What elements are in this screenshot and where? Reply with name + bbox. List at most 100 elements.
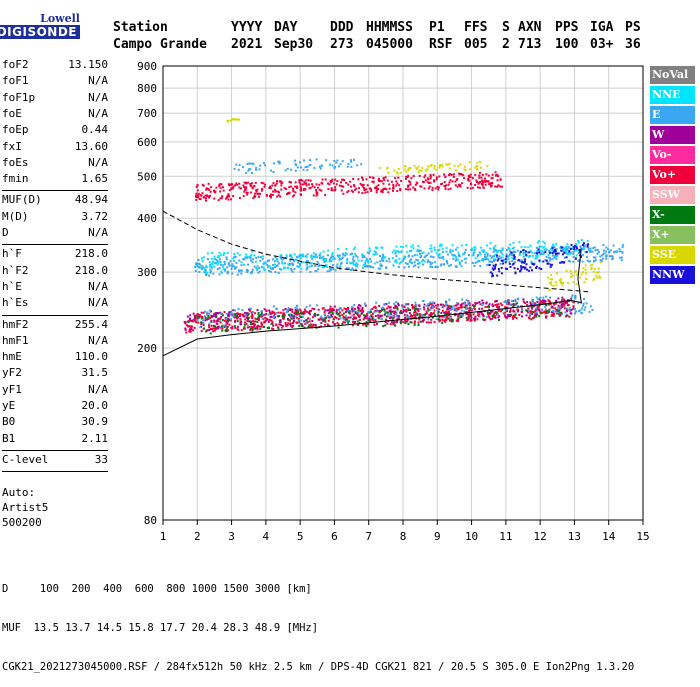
echo-point	[414, 316, 417, 319]
echo-point	[492, 250, 495, 253]
echo-point	[455, 258, 458, 261]
echo-point	[278, 180, 281, 183]
echo-point	[489, 182, 492, 185]
echo-point	[287, 322, 290, 325]
echo-point	[219, 186, 222, 189]
echo-point	[621, 246, 624, 249]
echo-point	[425, 304, 428, 307]
echo-point	[569, 260, 572, 263]
echo-point	[494, 263, 497, 266]
echo-point	[350, 189, 353, 192]
echo-point	[454, 184, 457, 187]
echo-point	[449, 167, 452, 170]
echo-point	[213, 319, 216, 322]
echo-point	[378, 314, 381, 317]
echo-point	[536, 306, 539, 309]
echo-point	[467, 302, 470, 305]
echo-point	[452, 257, 455, 260]
echo-point	[333, 167, 336, 170]
echo-point	[491, 272, 494, 275]
echo-point	[469, 306, 472, 309]
echo-point	[438, 253, 441, 256]
header-label-p1: P1	[429, 20, 445, 35]
echo-point	[405, 170, 408, 173]
echo-point	[531, 263, 534, 266]
echo-point	[522, 255, 525, 258]
echo-point	[422, 299, 425, 302]
echo-point	[528, 314, 531, 317]
echo-point	[293, 159, 296, 162]
echo-point	[450, 318, 453, 321]
echo-point	[344, 254, 347, 257]
echo-point	[498, 249, 501, 252]
echo-point	[389, 311, 392, 314]
echo-point	[486, 258, 489, 261]
echo-point	[438, 175, 441, 178]
echo-point	[375, 301, 378, 304]
echo-point	[444, 175, 447, 178]
echo-point	[334, 178, 337, 181]
echo-point	[508, 247, 511, 250]
echo-point	[449, 250, 452, 253]
echo-point	[445, 184, 448, 187]
echo-point	[310, 254, 313, 257]
echo-point	[369, 258, 372, 261]
echo-point	[249, 327, 252, 330]
echo-point	[527, 305, 530, 308]
echo-point	[366, 251, 369, 254]
echo-point	[336, 263, 339, 266]
echo-point	[469, 314, 472, 317]
echo-point	[464, 168, 467, 171]
echo-point	[413, 321, 416, 324]
echo-point	[251, 328, 254, 331]
echo-point	[229, 313, 232, 316]
param-value: N/A	[88, 226, 108, 239]
echo-point	[209, 263, 212, 266]
echo-point	[467, 179, 470, 182]
echo-point	[561, 296, 564, 299]
echo-point	[273, 315, 276, 318]
echo-point	[562, 246, 565, 249]
echo-point	[294, 181, 297, 184]
param-value: 13.60	[74, 139, 108, 153]
echo-point	[242, 263, 245, 266]
echo-point	[298, 254, 301, 257]
echo-point	[359, 182, 362, 185]
echo-point	[431, 189, 434, 192]
echo-point	[217, 199, 220, 202]
echo-point	[268, 187, 271, 190]
echo-point	[339, 265, 342, 268]
echo-point	[459, 303, 462, 306]
echo-point	[357, 178, 360, 181]
echo-point	[447, 317, 450, 320]
echo-point	[343, 307, 346, 310]
echo-point	[438, 248, 441, 251]
echo-point	[251, 310, 254, 313]
echo-point	[457, 165, 460, 168]
echo-point	[260, 312, 263, 315]
echo-point	[567, 251, 570, 254]
echo-point	[551, 248, 554, 251]
echo-point	[384, 324, 387, 327]
echo-point	[449, 312, 452, 315]
echo-point	[354, 316, 357, 319]
echo-point	[331, 178, 334, 181]
echo-point	[510, 314, 513, 317]
echo-point	[347, 306, 350, 309]
echo-point	[205, 266, 208, 269]
echo-point	[240, 187, 243, 190]
echo-point	[247, 313, 250, 316]
echo-point	[361, 192, 364, 195]
echo-point	[431, 266, 434, 269]
echo-point	[351, 314, 354, 317]
echo-point	[248, 320, 251, 323]
echo-point	[196, 319, 199, 322]
echo-point	[373, 311, 376, 314]
param-separator	[2, 449, 108, 451]
echo-point	[303, 308, 306, 311]
echo-point	[443, 319, 446, 322]
echo-point	[191, 329, 194, 332]
echo-point	[368, 315, 371, 318]
echo-point	[308, 313, 311, 316]
echo-point	[433, 248, 436, 251]
